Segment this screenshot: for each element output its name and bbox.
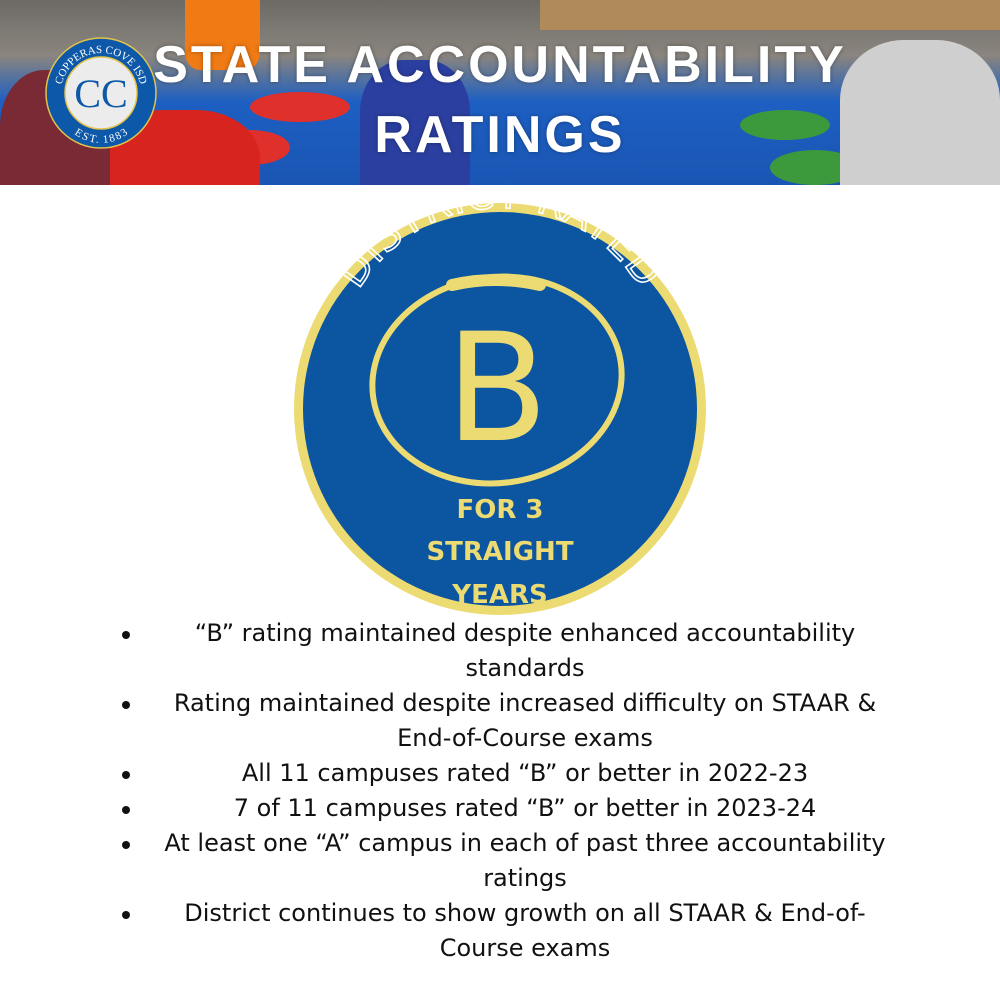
list-item: 7 of 11 campuses rated “B” or better in … [110,791,930,826]
list-item-text: “B” rating maintained despite enhanced a… [194,619,856,682]
list-item: District continues to show growth on all… [110,896,930,966]
page-title: STATE ACCOUNTABILITY RATINGS [0,30,1000,170]
badge-line-1: FOR 3 [456,495,543,525]
badge-face [303,212,697,606]
badge-line-3: YEARS [451,580,547,610]
list-item-text: At least one “A” campus in each of past … [164,829,886,892]
child-blue-shirt [360,60,470,185]
bullet-icon [122,806,130,814]
highlights-list: “B” rating maintained despite enhanced a… [110,616,930,966]
district-rating-badge: DISTRICT RATED B FOR 3 STRAIGHT YEARS [294,200,706,615]
child-grey-shirt [840,40,1000,185]
rug-circle [740,110,830,140]
list-item: All 11 campuses rated “B” or better in 2… [110,756,930,791]
list-item: “B” rating maintained despite enhanced a… [110,616,930,686]
badge-line-2: STRAIGHT [426,537,573,567]
bullet-icon [122,701,130,709]
list-item-text: All 11 campuses rated “B” or better in 2… [241,759,809,787]
bullet-icon [122,911,130,919]
wooden-shelf [540,0,1000,30]
bullet-icon [122,841,130,849]
title-line-1: STATE ACCOUNTABILITY [153,36,847,94]
bullet-icon [122,771,130,779]
badge-grade: B [446,302,549,476]
list-item: Rating maintained despite increased diff… [110,686,930,756]
child-orange-shirt [185,0,260,70]
copperas-cove-isd-logo: COPPERAS COVE ISD EST. 1883 CC [45,37,157,149]
list-item-text: 7 of 11 campuses rated “B” or better in … [233,794,817,822]
list-item-text: District continues to show growth on all… [184,899,866,962]
list-item: At least one “A” campus in each of past … [110,826,930,896]
rug-circle [250,92,350,122]
title-line-2: RATINGS [374,106,626,164]
logo-monogram: CC [74,71,127,116]
header-photo-banner [0,0,1000,185]
list-item-text: Rating maintained despite increased diff… [173,689,877,752]
circle-mark-stroke [446,274,546,291]
bullet-icon [122,631,130,639]
